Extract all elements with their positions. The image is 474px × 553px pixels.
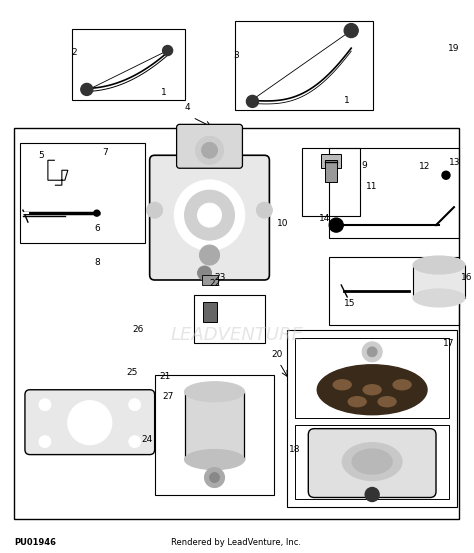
FancyBboxPatch shape [25,390,155,455]
Text: 26: 26 [133,325,144,335]
Bar [202,302,217,322]
Text: 9: 9 [361,161,367,170]
Bar [201,275,218,285]
Text: 27: 27 [163,392,174,401]
Ellipse shape [348,397,366,406]
Ellipse shape [342,442,402,481]
Text: 13: 13 [449,158,460,167]
Circle shape [94,210,100,216]
Text: 6: 6 [94,223,100,233]
Bar [302,148,360,216]
Text: 25: 25 [127,368,138,377]
Bar [295,425,449,499]
Bar [193,295,265,343]
Circle shape [81,84,93,96]
FancyBboxPatch shape [177,124,242,168]
Circle shape [146,202,163,218]
Text: 8: 8 [95,258,100,267]
Circle shape [196,137,224,164]
Circle shape [39,399,51,411]
Text: 16: 16 [461,274,473,283]
Bar [329,257,459,325]
Circle shape [329,218,343,232]
Ellipse shape [413,256,465,274]
Circle shape [201,142,218,158]
Circle shape [39,436,51,447]
Text: 19: 19 [448,44,459,53]
Ellipse shape [333,380,351,390]
Text: 22: 22 [210,279,221,289]
Circle shape [344,24,358,38]
Text: 1: 1 [161,88,166,97]
Text: 5: 5 [38,151,44,160]
FancyBboxPatch shape [150,155,269,280]
Bar [321,154,341,168]
Circle shape [205,468,225,488]
Text: Rendered by LeadVenture, Inc.: Rendered by LeadVenture, Inc. [172,538,301,547]
Text: 23: 23 [215,274,226,283]
Circle shape [210,473,219,483]
Circle shape [246,96,258,107]
Ellipse shape [378,397,396,406]
Circle shape [256,202,273,218]
Ellipse shape [352,449,392,474]
Text: 15: 15 [344,299,356,309]
Bar [236,20,373,111]
Text: 14: 14 [319,213,331,223]
Ellipse shape [413,289,465,307]
Text: 1: 1 [344,96,350,105]
Bar [14,128,459,519]
Circle shape [163,45,173,55]
Circle shape [129,436,141,447]
Ellipse shape [393,380,411,390]
Circle shape [184,190,235,240]
Bar [72,29,184,101]
Circle shape [200,245,219,265]
Text: 10: 10 [277,218,289,228]
Bar [155,375,274,494]
Circle shape [174,180,245,250]
Circle shape [198,266,211,280]
Bar [329,148,459,238]
Bar [20,143,145,243]
Circle shape [362,342,382,362]
Bar [295,338,449,418]
Circle shape [367,347,377,357]
Text: 4: 4 [184,103,190,112]
Circle shape [68,401,112,445]
Ellipse shape [317,365,427,415]
Text: 2: 2 [72,48,77,57]
Text: 18: 18 [289,445,301,454]
Text: 20: 20 [272,350,283,359]
Bar [413,265,465,298]
Circle shape [365,488,379,502]
Ellipse shape [184,450,245,469]
Text: 21: 21 [160,372,171,381]
Circle shape [198,203,221,227]
Text: LEADVENTURE: LEADVENTURE [170,326,303,344]
Bar [325,160,337,182]
Ellipse shape [184,382,245,401]
Text: 11: 11 [366,182,378,191]
Circle shape [129,399,141,411]
Ellipse shape [363,385,381,395]
Text: 3: 3 [234,51,239,60]
Text: PU01946: PU01946 [14,538,56,547]
Circle shape [442,171,450,179]
FancyBboxPatch shape [308,429,436,498]
Text: 12: 12 [419,161,430,171]
Bar [184,392,245,460]
Text: 17: 17 [443,340,455,348]
Text: 24: 24 [142,435,153,444]
Text: 7: 7 [102,148,108,157]
Bar [287,330,457,508]
